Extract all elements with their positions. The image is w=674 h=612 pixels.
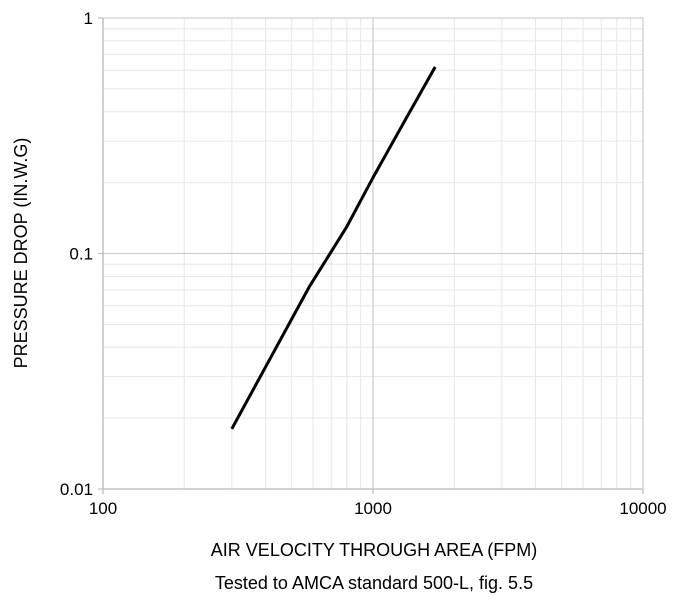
y-tick-label: 0.1 [69,245,93,264]
chart-subtitle: Tested to AMCA standard 500-L, fig. 5.5 [215,573,533,593]
x-tick-labels: 100 1000 10000 [89,499,667,518]
series-line [230,66,437,430]
x-tick-label: 10000 [619,499,666,518]
y-axis-title: PRESSURE DROP (IN.W.G) [11,138,31,369]
axes [98,17,644,494]
series-layer [230,66,437,430]
y-tick-labels: 0.01 0.1 1 [60,9,93,499]
x-tick-label: 100 [89,499,117,518]
y-tick-label: 1 [84,9,93,28]
y-tick-label: 0.01 [60,480,93,499]
x-tick-label: 1000 [354,499,392,518]
x-axis-title: AIR VELOCITY THROUGH AREA (FPM) [211,540,537,560]
